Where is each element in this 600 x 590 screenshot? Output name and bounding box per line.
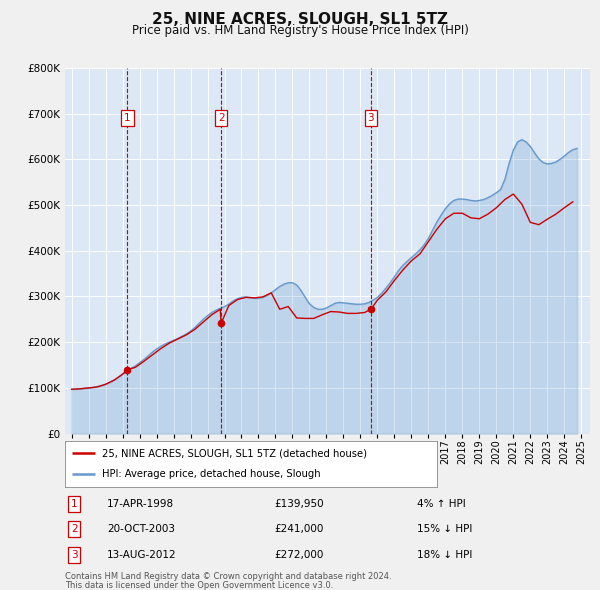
Text: Price paid vs. HM Land Registry's House Price Index (HPI): Price paid vs. HM Land Registry's House … [131, 24, 469, 37]
Text: 4% ↑ HPI: 4% ↑ HPI [416, 499, 466, 509]
Text: 3: 3 [368, 113, 374, 123]
Text: 18% ↓ HPI: 18% ↓ HPI [416, 550, 472, 560]
Text: 2: 2 [218, 113, 224, 123]
Text: £139,950: £139,950 [275, 499, 325, 509]
Text: 20-OCT-2003: 20-OCT-2003 [107, 525, 175, 534]
Text: 1: 1 [71, 499, 77, 509]
Text: 3: 3 [71, 550, 77, 560]
Text: £272,000: £272,000 [275, 550, 324, 560]
Text: 13-AUG-2012: 13-AUG-2012 [107, 550, 176, 560]
Text: 2: 2 [71, 525, 77, 534]
Text: 25, NINE ACRES, SLOUGH, SL1 5TZ: 25, NINE ACRES, SLOUGH, SL1 5TZ [152, 12, 448, 27]
Text: Contains HM Land Registry data © Crown copyright and database right 2024.: Contains HM Land Registry data © Crown c… [65, 572, 391, 581]
Text: £241,000: £241,000 [275, 525, 324, 534]
Text: 1: 1 [124, 113, 131, 123]
Text: 25, NINE ACRES, SLOUGH, SL1 5TZ (detached house): 25, NINE ACRES, SLOUGH, SL1 5TZ (detache… [102, 448, 367, 458]
Text: This data is licensed under the Open Government Licence v3.0.: This data is licensed under the Open Gov… [65, 581, 333, 589]
Text: 15% ↓ HPI: 15% ↓ HPI [416, 525, 472, 534]
Text: HPI: Average price, detached house, Slough: HPI: Average price, detached house, Slou… [102, 469, 320, 479]
Text: 17-APR-1998: 17-APR-1998 [107, 499, 174, 509]
